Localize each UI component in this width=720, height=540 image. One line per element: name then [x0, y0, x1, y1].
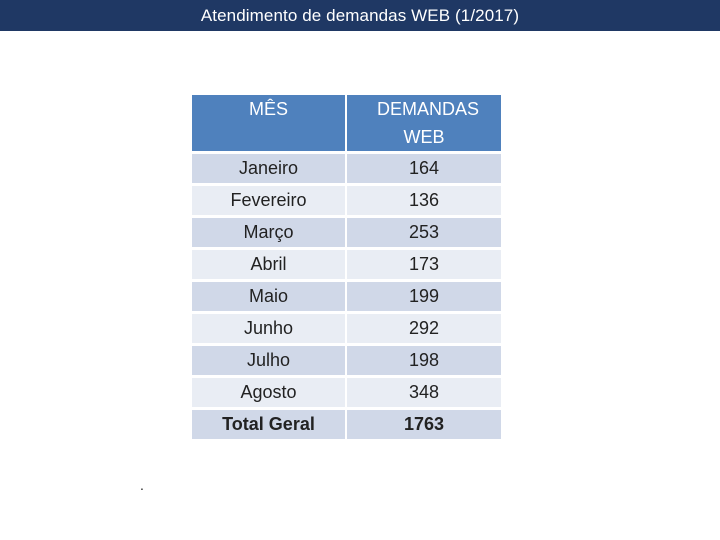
table-row: Junho 292 — [192, 312, 503, 346]
value-cell: 173 — [346, 248, 503, 282]
value-cell: 348 — [346, 376, 503, 410]
month-cell: Maio — [192, 280, 347, 314]
month-cell: Agosto — [192, 376, 347, 410]
footnote-mark: . — [140, 477, 144, 493]
table-row: Maio 199 — [192, 280, 503, 314]
demand-table: MÊS DEMANDAS WEB Janeiro 164 Fevereiro 1… — [192, 95, 503, 442]
month-cell: Julho — [192, 344, 347, 378]
header-demands: DEMANDAS WEB — [346, 95, 503, 154]
month-cell: Junho — [192, 312, 347, 346]
table-row: Janeiro 164 — [192, 152, 503, 186]
value-cell: 136 — [346, 184, 503, 218]
header-month: MÊS — [192, 95, 347, 154]
month-cell: Março — [192, 216, 347, 250]
table-row: Abril 173 — [192, 248, 503, 282]
value-cell: 198 — [346, 344, 503, 378]
value-cell: 199 — [346, 280, 503, 314]
total-label: Total Geral — [192, 408, 347, 442]
total-value: 1763 — [346, 408, 503, 442]
value-cell: 292 — [346, 312, 503, 346]
month-cell: Abril — [192, 248, 347, 282]
table-row: Fevereiro 136 — [192, 184, 503, 218]
month-cell: Fevereiro — [192, 184, 347, 218]
table-row: Julho 198 — [192, 344, 503, 378]
demand-table-container: MÊS DEMANDAS WEB Janeiro 164 Fevereiro 1… — [192, 95, 503, 442]
table-header-row: MÊS DEMANDAS WEB — [192, 95, 503, 154]
page-title: Atendimento de demandas WEB (1/2017) — [0, 0, 720, 31]
month-cell: Janeiro — [192, 152, 347, 186]
table-row: Agosto 348 — [192, 376, 503, 410]
table-row: Março 253 — [192, 216, 503, 250]
table-total-row: Total Geral 1763 — [192, 408, 503, 442]
value-cell: 253 — [346, 216, 503, 250]
value-cell: 164 — [346, 152, 503, 186]
